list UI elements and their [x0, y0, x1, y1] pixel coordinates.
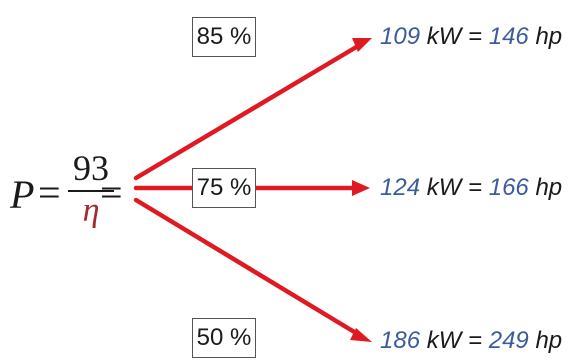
arrowhead-middle — [352, 180, 370, 196]
result-row-75: 124 kW = 166 hp — [380, 173, 562, 203]
result-85-hp-unit: hp — [535, 23, 563, 50]
result-75-kw-value: 124 — [380, 174, 421, 201]
result-85-kw-value: 109 — [380, 23, 421, 50]
arrow-to-50-percent-result — [133, 197, 359, 336]
result-row-85: 109 kW = 146 hp — [380, 22, 562, 52]
result-85-equals: = — [468, 23, 483, 50]
result-75-equals: = — [468, 174, 483, 201]
result-row-50: 186 kW = 249 hp — [380, 326, 562, 356]
arrowhead-bottom — [350, 328, 372, 342]
formula-denominator-eta: η — [82, 192, 100, 229]
arrow-to-85-percent-result — [133, 43, 361, 181]
efficiency-box-85: 85 % — [192, 17, 256, 57]
formula-equals-1: = — [38, 170, 61, 215]
result-85-hp-value: 146 — [488, 23, 529, 50]
arrowhead-top — [352, 38, 372, 52]
formula-lhs: P — [10, 172, 35, 217]
result-75-hp-unit: hp — [535, 174, 563, 201]
formula-equals-2: = — [100, 170, 123, 215]
formula-numerator: 93 — [73, 148, 109, 188]
efficiency-box-50: 50 % — [192, 318, 256, 358]
result-50-equals: = — [468, 327, 483, 354]
result-75-hp-value: 166 — [488, 174, 529, 201]
result-50-kw-unit: kW — [426, 327, 462, 354]
result-50-hp-value: 249 — [488, 327, 529, 354]
result-50-hp-unit: hp — [535, 327, 563, 354]
efficiency-box-75: 75 % — [192, 168, 256, 208]
result-50-kw-value: 186 — [380, 327, 421, 354]
formula-fraction-bar — [68, 190, 114, 192]
result-85-kw-unit: kW — [426, 23, 462, 50]
result-75-kw-unit: kW — [426, 174, 462, 201]
